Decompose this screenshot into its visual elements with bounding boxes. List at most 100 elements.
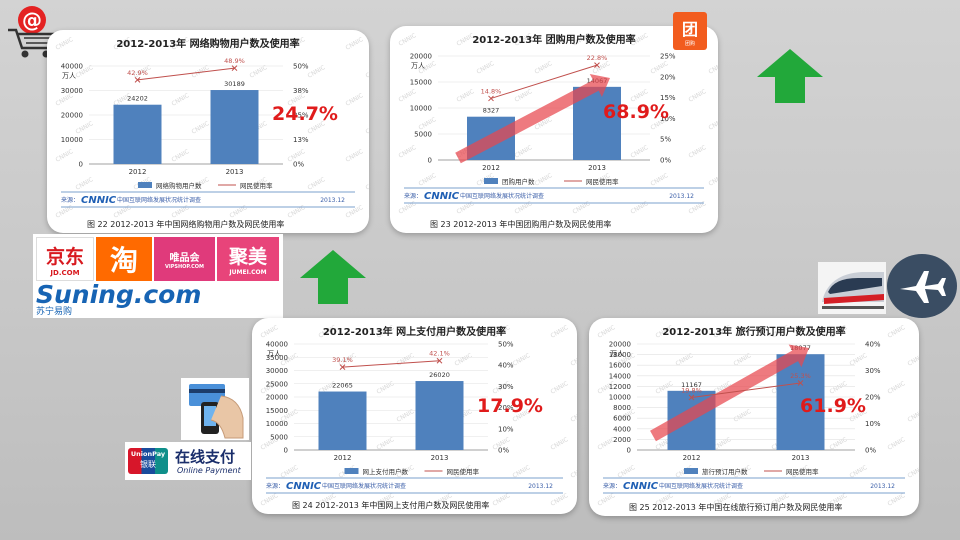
watermark-text: CNNIC	[512, 464, 532, 480]
rate-marker	[436, 357, 443, 364]
legend-label: 团购用户数	[502, 177, 535, 186]
watermark-text: CNNIC	[713, 436, 733, 452]
legend-label: 网民使用率	[786, 467, 819, 476]
bar	[210, 90, 259, 164]
watermark-text: CNNIC	[570, 352, 578, 368]
tuan-logo: 团 团购	[673, 12, 707, 50]
y-tick-label: 6000	[613, 415, 631, 423]
watermark-text: CNNIC	[365, 64, 370, 80]
source-date: 2013.12	[870, 483, 895, 490]
y-tick-label: 0	[79, 161, 83, 169]
y2-tick-label: 40%	[865, 341, 881, 349]
tuan-logo-sub: 团购	[684, 40, 695, 47]
tuan-logo-char: 团	[681, 19, 698, 39]
jd-logo: 京东 JD.COM	[36, 237, 94, 281]
watermark-text: CNNIC	[171, 148, 191, 164]
unionpay-badge: UnionPay 银联	[128, 448, 168, 474]
watermark-text: CNNIC	[55, 148, 75, 164]
legend-label: 网民使用率	[240, 181, 273, 190]
watermark-text: CNNIC	[376, 436, 396, 452]
taobao-logo: 淘	[96, 237, 152, 281]
watermark-text: CNNIC	[260, 324, 280, 340]
unionpay-logo: UnionPay 银联 在线支付 Online Payment	[125, 442, 251, 480]
vipshop-logo: 唯品会 VIPSHOP.COM	[154, 237, 215, 281]
source-org: 中国互联网络发展状况统计调查	[117, 196, 201, 204]
watermark-text: CNNIC	[592, 60, 612, 76]
chart-title: 2012-2013年 网络购物用户数及使用率	[116, 37, 299, 50]
watermark-text: CNNIC	[534, 60, 554, 76]
y-tick-label: 10000	[410, 105, 432, 113]
figure-caption: 图 22 2012-2013 年中国网络购物用户数及网民使用率	[87, 219, 284, 229]
up-arrow-icon	[298, 248, 368, 306]
y-tick-label: 20000	[61, 112, 83, 120]
y-tick-label: 5000	[270, 433, 288, 441]
y-tick-label: 8000	[613, 404, 631, 412]
y-tick-label: 20000	[410, 53, 432, 61]
y-tick-label: 4000	[613, 425, 631, 433]
y2-tick-label: 30%	[865, 367, 881, 375]
rate-marker	[231, 65, 238, 72]
watermark-text: CNNIC	[171, 92, 191, 108]
y2-tick-label: 0%	[865, 447, 876, 455]
y-tick-label: 14000	[609, 372, 631, 380]
y-tick-label: 10000	[61, 136, 83, 144]
watermark-text: CNNIC	[456, 200, 476, 216]
card-payment-icon	[181, 378, 249, 440]
chart-card-group-buying: CNNIC CNNIC CNNIC CNNIC CNNIC CNNIC CNNIC CNNIC…	[390, 26, 718, 233]
x-tick-label: 2012	[482, 164, 500, 172]
cnnic-logo: CNNIC	[81, 195, 117, 206]
bar-value-label: 11167	[681, 381, 702, 389]
jd-logo-en: JD.COM	[50, 268, 80, 277]
legend-label: 网民使用率	[447, 467, 480, 476]
legend-label: 网民使用率	[586, 177, 619, 186]
y-axis-unit: 万人	[610, 350, 624, 358]
rate-line	[137, 67, 235, 81]
watermark-text: CNNIC	[418, 172, 438, 188]
y2-tick-label: 38%	[293, 87, 309, 95]
suning-logo: Suning.com 苏宁易购	[36, 280, 280, 317]
watermark-text: CNNIC	[476, 60, 496, 76]
y2-tick-label: 25%	[660, 53, 676, 61]
x-tick-label: 2013	[226, 168, 244, 176]
watermark-text: CNNIC	[570, 408, 578, 424]
watermark-text: CNNIC	[907, 464, 920, 480]
source-org: 中国互联网络发展状况统计调查	[322, 482, 406, 490]
source-label: 来源：	[266, 482, 284, 490]
x-tick-label: 2013	[792, 454, 810, 462]
y2-tick-label: 50%	[498, 341, 514, 349]
source-label: 来源：	[404, 192, 422, 200]
watermark-text: CNNIC	[260, 492, 280, 508]
watermark-text: CNNIC	[849, 464, 869, 480]
watermark-text: CNNIC	[887, 324, 907, 340]
watermark-text: CNNIC	[733, 408, 753, 424]
y2-tick-label: 30%	[498, 383, 514, 391]
watermark-text: CNNIC	[113, 204, 133, 220]
watermark-text: CNNIC	[171, 204, 191, 220]
watermark-text: CNNIC	[307, 64, 327, 80]
y-tick-label: 35000	[266, 354, 288, 362]
y-tick-label: 12000	[609, 383, 631, 391]
source-date: 2013.12	[669, 193, 694, 200]
bar-value-label: 26020	[429, 371, 450, 379]
watermark-text: CNNIC	[514, 144, 534, 160]
source-org: 中国互联网络发展状况统计调查	[460, 192, 544, 200]
unionpay-sub: Online Payment	[177, 466, 241, 475]
watermark-text: CNNIC	[75, 120, 95, 136]
rate-value-label: 39.1%	[332, 356, 353, 364]
rate-marker	[797, 380, 804, 386]
watermark-text: CNNIC	[597, 492, 617, 508]
watermark-text: CNNIC	[688, 144, 708, 160]
watermark-text: CNNIC	[572, 200, 592, 216]
up-arrow-icon	[755, 47, 825, 105]
watermark-text: CNNIC	[550, 436, 570, 452]
suning-logo-en: Suning.com	[36, 280, 202, 309]
y-tick-label: 25000	[266, 380, 288, 388]
rate-marker	[134, 77, 141, 83]
rate-line	[691, 382, 801, 399]
figure-caption: 图 25 2012-2013 年中国在线旅行预订用户数及网民使用率	[629, 502, 842, 512]
y2-tick-label: 10%	[660, 115, 676, 123]
source-date: 2013.12	[320, 197, 345, 204]
watermark-text: CNNIC	[688, 200, 708, 216]
